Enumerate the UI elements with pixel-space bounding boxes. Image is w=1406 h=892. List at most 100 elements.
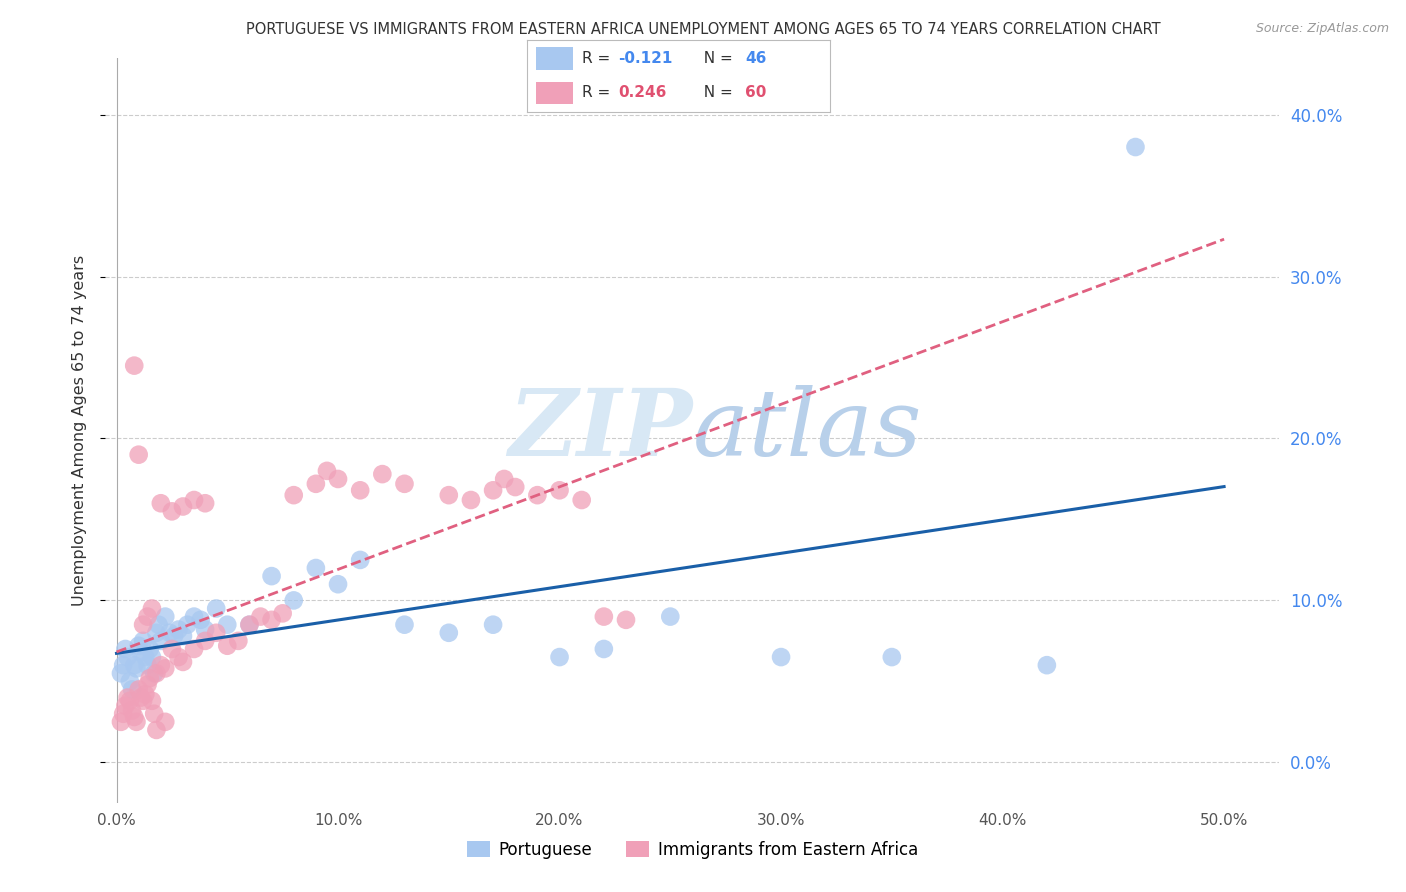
Point <box>125 661 148 675</box>
Point <box>149 633 172 648</box>
Point <box>305 561 328 575</box>
Point <box>326 577 349 591</box>
Point <box>155 714 177 729</box>
Text: N =: N = <box>693 51 737 66</box>
Point <box>571 493 593 508</box>
Point <box>128 639 150 653</box>
Point <box>136 658 159 673</box>
Point <box>148 617 170 632</box>
Point <box>880 650 903 665</box>
Point <box>283 593 305 607</box>
Point <box>122 710 145 724</box>
Point <box>129 690 152 705</box>
Point <box>305 476 328 491</box>
Point <box>394 617 416 632</box>
Point <box>167 650 190 665</box>
Text: 46: 46 <box>745 51 766 66</box>
Point <box>128 682 150 697</box>
Point <box>136 677 159 691</box>
Point <box>145 666 167 681</box>
Point <box>283 488 305 502</box>
Point <box>437 488 460 502</box>
Point <box>163 629 186 643</box>
Point <box>228 633 250 648</box>
Point <box>155 661 177 675</box>
Point <box>160 504 183 518</box>
Point <box>482 483 505 498</box>
Point <box>114 642 136 657</box>
Point <box>1125 140 1147 154</box>
Y-axis label: Unemployment Among Ages 65 to 74 years: Unemployment Among Ages 65 to 74 years <box>72 255 87 606</box>
Point <box>117 690 139 705</box>
Text: 60: 60 <box>745 86 766 101</box>
Point <box>238 617 260 632</box>
Point <box>112 706 135 721</box>
Point <box>132 633 155 648</box>
Text: ZIP: ZIP <box>508 385 692 475</box>
Text: R =: R = <box>582 51 614 66</box>
Point <box>139 671 162 685</box>
Point <box>143 706 166 721</box>
Point <box>349 553 371 567</box>
Point <box>614 613 637 627</box>
Point <box>205 625 228 640</box>
Point <box>118 694 141 708</box>
Point <box>548 483 571 498</box>
Point <box>155 609 177 624</box>
Point <box>132 617 155 632</box>
Point <box>548 650 571 665</box>
Point <box>482 617 505 632</box>
Point <box>110 666 132 681</box>
Point <box>217 639 239 653</box>
Point <box>194 496 217 510</box>
Text: -0.121: -0.121 <box>619 51 672 66</box>
Point <box>122 658 145 673</box>
Point <box>770 650 793 665</box>
Point <box>205 601 228 615</box>
Point <box>118 674 141 689</box>
Point <box>349 483 371 498</box>
Point <box>122 359 145 373</box>
Point <box>172 629 194 643</box>
Point <box>160 642 183 657</box>
Point <box>159 625 181 640</box>
Point <box>238 617 260 632</box>
Text: Source: ZipAtlas.com: Source: ZipAtlas.com <box>1256 22 1389 36</box>
Point <box>132 694 155 708</box>
Point <box>121 682 143 697</box>
FancyBboxPatch shape <box>536 47 572 70</box>
Point <box>183 609 205 624</box>
Point <box>326 472 349 486</box>
Point <box>117 650 139 665</box>
Text: atlas: atlas <box>692 385 922 475</box>
Point <box>121 704 143 718</box>
Point <box>128 448 150 462</box>
Point <box>249 609 271 624</box>
Point <box>1036 658 1059 673</box>
Point <box>134 650 156 665</box>
Point <box>371 467 394 482</box>
Point <box>183 493 205 508</box>
Point <box>460 493 482 508</box>
Point <box>141 694 163 708</box>
Point <box>494 472 516 486</box>
Point <box>112 658 135 673</box>
Point <box>503 480 526 494</box>
Point <box>139 642 162 657</box>
Point <box>217 617 239 632</box>
Text: PORTUGUESE VS IMMIGRANTS FROM EASTERN AFRICA UNEMPLOYMENT AMONG AGES 65 TO 74 YE: PORTUGUESE VS IMMIGRANTS FROM EASTERN AF… <box>246 22 1160 37</box>
Point <box>316 464 339 478</box>
Point <box>141 650 163 665</box>
Point <box>260 613 283 627</box>
Point <box>149 496 172 510</box>
Point <box>260 569 283 583</box>
Legend: Portuguese, Immigrants from Eastern Africa: Portuguese, Immigrants from Eastern Afri… <box>460 834 925 865</box>
Point <box>145 625 167 640</box>
Point <box>167 623 190 637</box>
Point <box>136 609 159 624</box>
Text: R =: R = <box>582 86 614 101</box>
Point <box>176 617 198 632</box>
Point <box>172 655 194 669</box>
Point <box>194 633 217 648</box>
Point <box>134 687 156 701</box>
